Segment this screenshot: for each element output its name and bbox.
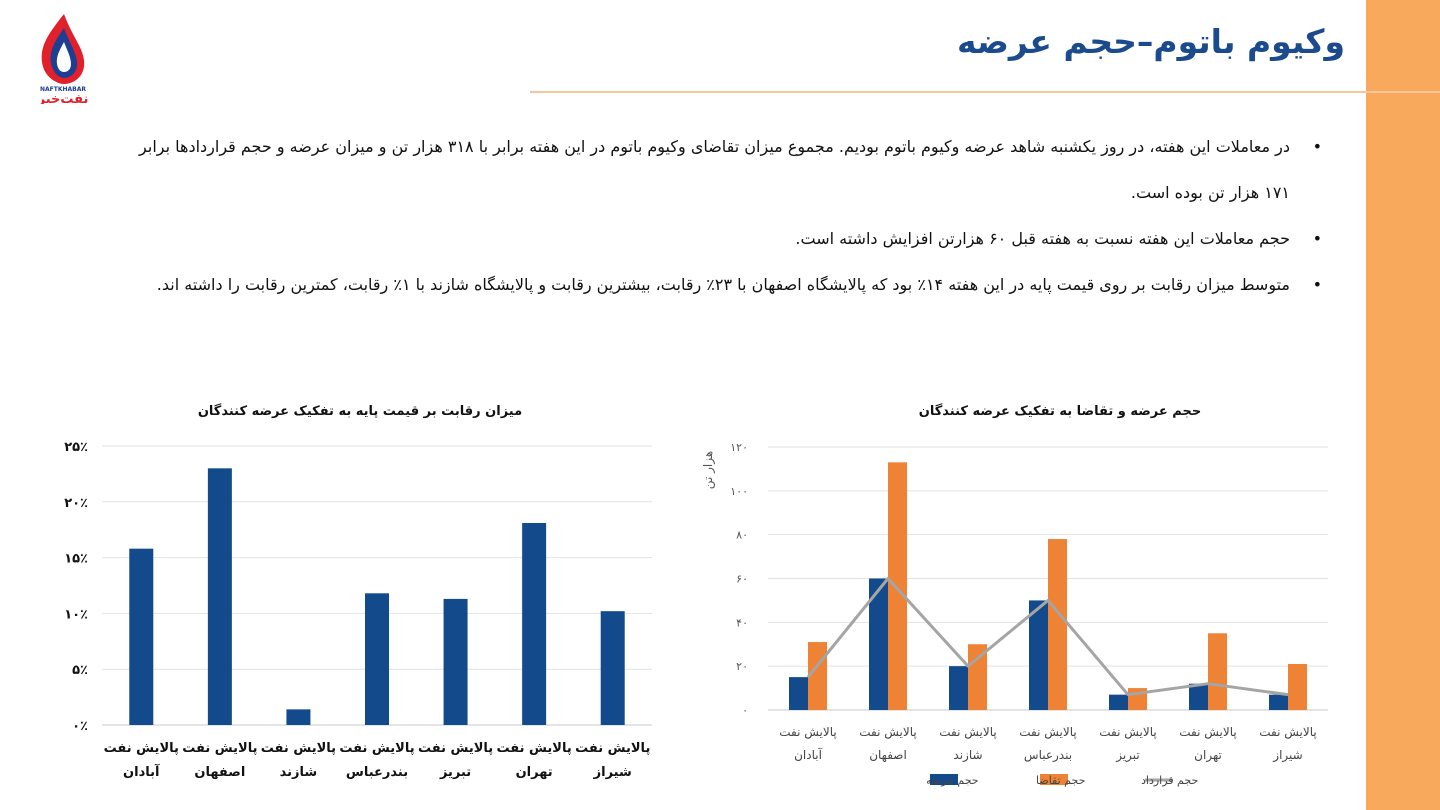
bar — [522, 523, 547, 725]
x-tick-label: پالایش نفت — [339, 741, 414, 756]
y-tick-label: ۱۰٪ — [64, 607, 88, 622]
bullet-item: متوسط میزان رقابت بر روی قیمت پایه در ای… — [110, 262, 1330, 308]
bar — [1048, 539, 1067, 710]
bar — [869, 578, 888, 710]
bar — [443, 598, 468, 725]
x-tick-label: آبادان — [123, 763, 160, 780]
y-tick-label: ۶۰ — [736, 573, 748, 586]
x-tick-label: بندرعباس — [346, 765, 408, 780]
x-tick-label: تبریز — [439, 765, 471, 780]
y-tick-label: ۲۰٪ — [64, 496, 88, 511]
x-tick-label: آبادان — [794, 747, 822, 762]
y-tick-label: ۵٪ — [72, 663, 88, 678]
x-tick-label: پالایش نفت — [779, 725, 837, 740]
x-tick-label: پالایش نفت — [418, 741, 493, 756]
y-tick-label: ۰ — [742, 704, 748, 717]
accent-side-bar — [1366, 0, 1440, 810]
y-axis-label: هزار تن — [701, 451, 716, 489]
x-tick-label: تهران — [1194, 748, 1222, 763]
x-tick-label: پالایش نفت — [104, 741, 179, 756]
x-tick-label: پالایش نفت — [182, 741, 257, 756]
bar — [789, 677, 808, 710]
x-tick-label: پالایش نفت — [1019, 725, 1077, 740]
bar — [207, 468, 232, 725]
x-tick-label: شازند — [280, 765, 318, 780]
x-tick-label: تبریز — [1115, 748, 1140, 763]
bar — [808, 642, 827, 710]
bullet-item: در معاملات این هفته، در روز یکشنبه شاهد … — [110, 124, 1330, 216]
slide-title: وکیوم باتوم–حجم عرضه — [957, 22, 1345, 61]
x-tick-label: پالایش نفت — [497, 741, 572, 756]
x-tick-label: پالایش نفت — [1099, 725, 1157, 740]
y-tick-label: ۲۰ — [736, 660, 748, 673]
x-tick-label: تهران — [516, 765, 553, 780]
bar — [1109, 694, 1128, 710]
legend-label: حجم قرارداد — [1141, 774, 1198, 787]
bullet-list: در معاملات این هفته، در روز یکشنبه شاهد … — [110, 124, 1330, 308]
x-tick-label: اصفهان — [194, 765, 245, 780]
series-line — [806, 577, 1289, 697]
y-tick-label: ۲۵٪ — [64, 440, 88, 455]
volume-chart-title: حجم عرضه و تقاضا به تفکیک عرضه کنندگان — [918, 404, 1202, 419]
y-tick-label: ۱۵٪ — [64, 552, 88, 567]
bar — [1208, 633, 1227, 710]
y-tick-label: ۰٪ — [72, 719, 88, 734]
y-tick-label: ۴۰ — [736, 616, 748, 629]
x-tick-label: پالایش نفت — [939, 725, 997, 740]
x-tick-label: پالایش نفت — [261, 741, 336, 756]
y-tick-label: ۸۰ — [736, 529, 748, 542]
bar — [365, 593, 389, 725]
legend-swatch — [1040, 774, 1068, 785]
competition-chart: ۰٪ ۵٪ ۱۰٪ ۱۵٪ ۲۰٪ ۲۵٪ پالایش نفت آبادان پالایش ن… — [64, 440, 652, 780]
bar — [1189, 683, 1208, 710]
naftkhabar-logo: NAFTKHABAR نفت‌خبر — [28, 12, 98, 107]
flame-logo-icon: NAFTKHABAR نفت‌خبر — [37, 14, 89, 107]
x-tick-label: پالایش نفت — [575, 741, 650, 756]
legend-swatch — [930, 774, 958, 785]
x-tick-label: بندرعباس — [1024, 748, 1072, 763]
bar — [129, 548, 154, 725]
bar — [600, 611, 625, 725]
x-tick-label: پالایش نفت — [1179, 725, 1237, 740]
bar — [1029, 600, 1048, 710]
legend-label: حجم عرضه — [926, 774, 979, 787]
bar — [286, 709, 311, 725]
y-tick-label: ۱۰۰ — [730, 485, 748, 498]
competition-chart-title: میزان رقابت بر قیمت پایه به تفکیک عرضه ک… — [197, 404, 523, 419]
y-tick-label: ۱۲۰ — [730, 441, 748, 454]
x-tick-label: اصفهان — [869, 748, 907, 762]
volume-chart: ۰ ۲۰ ۴۰ ۶۰ ۸۰ ۱۰۰ ۱۲۰ هزار تن پالایش نفت آبادان پا… — [701, 441, 1328, 787]
bar — [1269, 694, 1288, 710]
x-tick-label: پالایش نفت — [1259, 725, 1317, 740]
bar — [888, 462, 907, 710]
x-tick-label: پالایش نفت — [859, 725, 917, 740]
x-tick-label: شیراز — [1272, 748, 1302, 763]
bullet-item: حجم معاملات این هفته نسبت به هفته قبل ۶۰… — [110, 216, 1330, 262]
x-tick-label: شازند — [953, 748, 982, 763]
legend-label: حجم تقاضا — [1036, 774, 1085, 787]
bar — [949, 666, 968, 710]
title-divider — [530, 91, 1440, 93]
bar — [1288, 663, 1307, 710]
x-tick-label: شیراز — [593, 765, 632, 780]
logo-text: نفت‌خبر — [37, 92, 89, 104]
logo-caption: NAFTKHABAR — [40, 86, 86, 93]
